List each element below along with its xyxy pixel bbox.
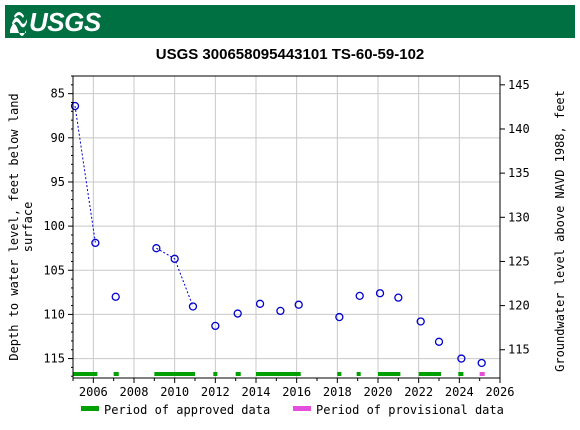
x-tick-label: 2026 [486,385,515,399]
data-point [457,354,466,363]
data-point [211,321,220,331]
y-left-tick-label: 95 [51,175,65,189]
plot-area [73,76,500,378]
y-left-tick-label: 100 [43,219,65,233]
approved-period-bar [356,372,361,376]
y-axis-left-label-line2: surface [21,202,35,253]
y-left-tick-label: 85 [51,87,65,101]
y-right-tick-label: 140 [508,122,530,136]
data-point [91,238,100,248]
series-lines [74,105,194,307]
y-axis-left-label-line1: Depth to water level, feet below land [7,93,21,360]
axis-ticks: 2006 2008 2010 2012 2014 2016 2018 2020 2022 2024… [43,75,530,399]
y-right-tick-label: 115 [508,343,530,357]
y-right-tick-label: 120 [508,299,530,313]
approved-period-bar [154,372,195,376]
data-point [416,317,425,326]
y-left-tick-label: 115 [43,352,65,366]
y-axis-left-label: Depth to water level, feet below land su… [7,93,35,360]
data-point [434,337,444,346]
approved-period-bar [418,372,442,376]
approved-period-bar [213,372,218,376]
y-right-tick-label: 125 [508,254,530,268]
data-point [255,299,265,308]
data-point [294,300,303,309]
data-point [394,293,403,302]
series-line [74,105,96,243]
usgs-logo: USGS [10,7,102,37]
approved-period-bar [235,372,241,376]
data-point [111,292,120,301]
y-left-tick-label: 105 [43,263,65,277]
y-right-tick-label: 130 [508,210,530,224]
usgs-header-bar [5,5,575,38]
x-tick-label: 2008 [120,385,149,399]
approved-period-bar [458,372,464,376]
legend-approved-label: Period of approved data [104,403,270,417]
x-tick-label: 2020 [364,385,393,399]
data-point [375,289,385,298]
data-point [70,101,80,111]
data-point [152,244,161,253]
y-left-tick-label: 110 [43,307,65,321]
data-point [276,306,285,316]
x-tick-label: 2010 [160,385,189,399]
approved-period-bar [378,372,401,376]
y-left-tick-label: 90 [51,131,65,145]
series-line [156,247,194,307]
data-periods [73,372,485,376]
y-right-tick-label: 135 [508,166,530,180]
legend-approved-swatch [81,406,99,411]
legend-provisional-swatch [293,406,311,411]
data-point [188,302,198,311]
series-points [70,101,486,368]
usgs-wave-icon [10,12,27,36]
approved-period-bar [73,372,98,376]
approved-period-bar [256,372,301,376]
usgs-logo-text: USGS [29,7,102,37]
legend-provisional-label: Period of provisional data [316,403,504,417]
legend: Period of approved data Period of provis… [81,403,504,417]
x-tick-label: 2016 [282,385,311,399]
data-point [335,312,344,322]
chart-title: USGS 300658095443101 TS-60-59-102 [156,46,425,63]
x-tick-label: 2022 [404,385,433,399]
x-tick-label: 2018 [323,385,352,399]
y-right-tick-label: 145 [508,78,530,92]
plot-frame [72,75,501,379]
approved-period-bar [337,372,342,376]
data-point [355,291,364,301]
x-tick-label: 2024 [445,385,474,399]
data-point [233,309,242,318]
x-tick-label: 2006 [79,385,108,399]
x-tick-label: 2012 [201,385,230,399]
data-point [170,254,179,263]
provisional-period-bar [479,372,485,376]
approved-period-bar [113,372,119,376]
x-tick-label: 2014 [242,385,271,399]
data-point [477,358,486,368]
y-axis-right-label: Groundwater level above NAVD 1988, feet [553,90,567,372]
